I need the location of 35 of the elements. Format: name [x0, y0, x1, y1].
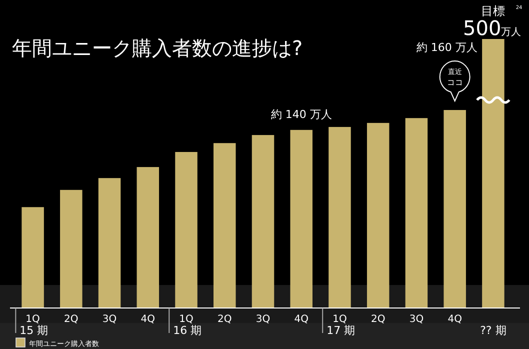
text: ?? 期 — [480, 324, 506, 337]
annotation: 約 160 万人 — [416, 41, 478, 54]
text: 16 期 — [173, 324, 202, 337]
x-tick-label: 1Q — [26, 314, 40, 325]
x-tick-label: 2Q — [370, 314, 386, 325]
x-tick-label: 3Q — [409, 314, 424, 325]
x-tick-label: 4Q — [294, 314, 309, 325]
text: 17 期 — [326, 324, 356, 337]
chart-title: 年間ユニーク購入者数の進捗は? — [12, 36, 303, 60]
bar — [60, 190, 82, 308]
annotation: 500万人 — [463, 16, 522, 40]
annotation: ココ — [446, 78, 463, 87]
bar — [482, 39, 504, 308]
bar — [252, 135, 274, 308]
x-tick-label: 2Q — [64, 314, 78, 325]
annotation: 約 140 万人 — [270, 108, 332, 121]
bar — [22, 207, 44, 308]
text: 15 期 — [20, 324, 48, 337]
bar — [405, 118, 428, 308]
x-tick-label: 3Q — [256, 314, 270, 325]
bar — [444, 110, 466, 308]
x-tick-label: 4Q — [448, 314, 462, 325]
bar — [175, 152, 198, 308]
x-tick-label: 2Q — [218, 314, 232, 325]
bar — [328, 126, 351, 308]
bar — [366, 122, 390, 308]
bar — [136, 167, 160, 308]
bar — [98, 178, 121, 308]
text: 目標 — [481, 4, 506, 18]
x-tick-label: 3Q — [102, 314, 117, 325]
bar — [290, 130, 312, 308]
bar — [214, 143, 236, 308]
x-tick-label: 4Q — [140, 314, 156, 325]
x-tick-label: 1Q — [332, 314, 347, 325]
x-tick-label: 1Q — [179, 314, 194, 325]
